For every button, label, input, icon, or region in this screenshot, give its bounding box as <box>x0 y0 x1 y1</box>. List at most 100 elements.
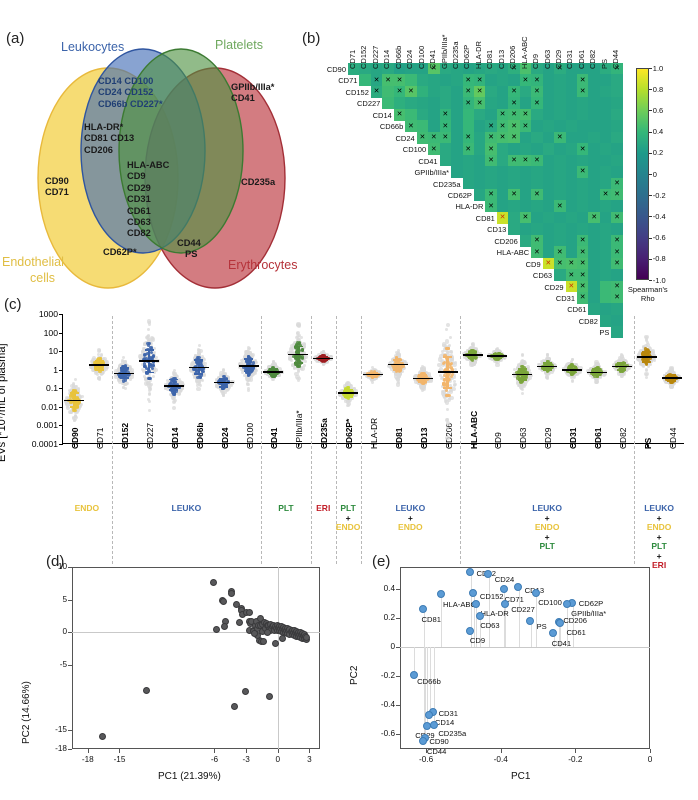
panel-c-data-point <box>155 355 159 359</box>
panel-d-ylabel: PC2 (14.66%) <box>21 681 32 744</box>
panel-c-data-point <box>350 396 354 400</box>
panel-d-ytick-label: 5 <box>62 594 67 604</box>
heatmap-significance-marker: ✕ <box>533 76 540 84</box>
panel-c-data-point <box>440 350 444 353</box>
panel-c-median-line <box>412 377 433 380</box>
panel-c-data-point <box>546 353 550 357</box>
colorbar-tick-label: -0.8 <box>652 254 666 264</box>
panel-c-data-point <box>292 343 296 347</box>
panel-c-data-point <box>122 356 126 360</box>
colorbar-tick-label: -0.2 <box>652 190 666 200</box>
panel-c-data-point <box>371 380 375 384</box>
panel-d-data-point <box>279 634 287 642</box>
panel-c-data-point <box>220 391 224 395</box>
heatmap-significance-marker: ✕ <box>522 214 529 222</box>
panel-c-group-label-line: ENDO <box>646 522 672 532</box>
heatmap-cell <box>462 131 475 144</box>
panel-c-data-point <box>247 386 251 390</box>
heatmap-significance-marker: ✕ <box>556 260 563 268</box>
panel-c-xtick-line <box>323 444 325 447</box>
heatmap-row-label: CD61 <box>567 305 587 315</box>
heatmap-cell <box>531 97 544 110</box>
panel-c-xtick-label: CD71 <box>95 427 106 449</box>
panel-c-iqr-cap <box>144 371 154 374</box>
panel-c-median-line <box>387 363 408 366</box>
panel-c-iqr-cap <box>617 362 627 365</box>
panel-c-xtick-label: CD90 <box>70 427 81 449</box>
heatmap-cell <box>519 108 532 121</box>
heatmap-cell <box>554 246 566 259</box>
panel-e-data-point <box>562 599 571 608</box>
heatmap-cell <box>393 63 406 75</box>
heatmap-cell <box>485 143 498 155</box>
panel-c-data-point-colored <box>199 373 203 377</box>
heatmap-cell <box>428 131 440 144</box>
panel-c-data-point <box>369 368 373 372</box>
panel-c-data-point <box>292 363 296 367</box>
colorbar-tick-label: -0.6 <box>652 233 666 243</box>
heatmap-cell <box>473 74 486 87</box>
heatmap-cell <box>599 223 612 236</box>
panel-c-data-point <box>645 375 649 379</box>
panel-c-iqr-cap <box>219 385 229 388</box>
panel-c-data-point <box>248 352 253 358</box>
panel-c-xtick-label: CD66b <box>194 422 205 449</box>
heatmap-significance-marker: ✕ <box>396 88 403 96</box>
panel-c-data-point <box>77 393 81 397</box>
heatmap-cell <box>565 97 578 110</box>
heatmap-cell <box>451 166 463 178</box>
panel-c-group-label-line: ENDO <box>74 503 100 513</box>
panel-c-data-point-colored <box>171 376 175 380</box>
panel-c-data-point-colored <box>146 341 150 346</box>
panel-c-data-point-colored <box>294 346 299 351</box>
heatmap-cell <box>428 143 440 155</box>
panel-c-data-point <box>199 356 203 360</box>
panel-c-data-point-colored <box>75 395 79 400</box>
heatmap-significance-marker: ✕ <box>579 282 586 290</box>
panel-e-drop-line <box>530 621 532 648</box>
panel-c-data-point <box>147 383 152 389</box>
heatmap-cell <box>428 108 440 121</box>
panel-c-data-point <box>189 363 193 367</box>
panel-c-data-point <box>304 360 307 364</box>
heatmap-cell <box>599 188 612 201</box>
panel-d-ytick-line <box>68 664 72 666</box>
heatmap-cell <box>485 74 498 87</box>
panel-c-group-label-line: + <box>345 512 351 523</box>
panel-c-xtick-label: HLA-DR <box>369 417 379 449</box>
panel-c-group-label-line: + <box>656 512 662 523</box>
panel-c-data-point <box>249 358 255 363</box>
venn-title-endothelial-2: cells <box>30 271 56 285</box>
panel-d-data-point <box>271 639 279 647</box>
panel-c-data-point <box>99 352 103 356</box>
colorbar-title-line2: Rho <box>640 294 655 303</box>
panel-e-ytick-line <box>396 588 400 590</box>
panel-c-data-point <box>202 356 206 360</box>
panel-c-data-point <box>290 359 294 363</box>
heatmap-significance-marker: ✕ <box>568 260 575 268</box>
heatmap-cell <box>565 85 578 98</box>
heatmap-cell <box>531 188 544 201</box>
heatmap-cell <box>599 85 612 98</box>
panel-c-data-point-colored <box>347 396 351 400</box>
heatmap-cell <box>531 63 544 75</box>
panel-e-point-label: CD81 <box>421 614 441 624</box>
heatmap-cell <box>588 234 601 247</box>
heatmap-cell <box>542 108 555 121</box>
panel-c-data-point <box>143 354 149 359</box>
heatmap-cell <box>611 177 624 190</box>
panel-c-data-point <box>346 403 350 407</box>
heatmap-cell <box>599 120 612 133</box>
panel-c-dotplot: (c) EVs [*10⁷/mL of plasma] 1000 100 10 1 0.… <box>0 296 698 570</box>
panel-c-group-label: LEUKO + ENDO + PLT <box>507 503 587 552</box>
panel-c-iqr-cap <box>443 387 453 390</box>
heatmap-cell <box>554 188 566 201</box>
heatmap-cell <box>611 108 624 121</box>
heatmap-row-label: CD90 <box>326 65 346 74</box>
heatmap-cell <box>439 143 452 155</box>
panel-c-data-point <box>74 415 78 419</box>
panel-c-median-line <box>263 371 284 373</box>
panel-c-data-point-colored <box>174 389 178 393</box>
heatmap-cell <box>439 108 452 121</box>
heatmap-col-label: CD29 <box>554 49 564 69</box>
